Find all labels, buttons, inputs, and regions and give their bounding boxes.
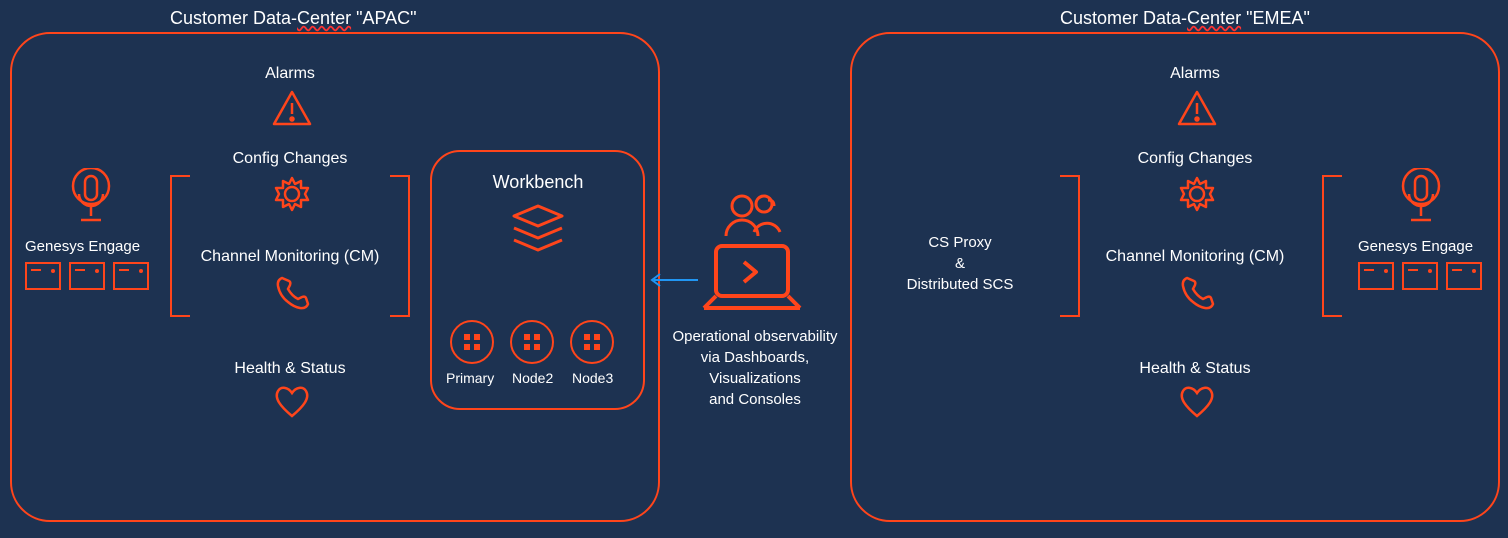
bracket-line [1060,315,1080,317]
node-label-primary: Primary [446,370,494,386]
bracket-line [1322,175,1324,315]
apac-title: Customer Data-Center "APAC" [170,8,417,29]
bracket-line [390,175,410,177]
microphone-icon [1400,168,1442,228]
bracket-line [1322,315,1342,317]
node-2 [510,320,554,364]
server-icon [25,262,61,290]
alarms-label: Alarms [190,65,390,83]
bracket-line [408,175,410,315]
node-primary [450,320,494,364]
bracket-line [170,315,190,317]
stack-icon [508,200,568,260]
gear-icon [1177,174,1217,214]
heart-icon [1177,384,1217,420]
server-icons-emea [1358,262,1482,290]
arrow-icon [648,272,700,288]
heart-icon [272,384,312,420]
laptop-icon [700,240,804,316]
genesys-engage-label-emea: Genesys Engage [1358,238,1473,255]
bracket-line [1322,175,1342,177]
bracket-line [390,315,410,317]
server-icon [69,262,105,290]
genesys-engage-label-apac: Genesys Engage [25,238,140,255]
server-icon [113,262,149,290]
bracket-line [170,175,172,315]
workbench-title: Workbench [438,172,638,193]
cm-label-emea: Channel Monitoring (CM) [1095,248,1295,266]
health-label-emea: Health & Status [1095,360,1295,378]
bracket-line [1060,175,1080,177]
alarms-label-emea: Alarms [1095,65,1295,83]
emea-title: Customer Data-Center "EMEA" [1060,8,1310,29]
bracket-line [1078,175,1080,315]
gear-icon [272,174,312,214]
server-icon [1358,262,1394,290]
node-3 [570,320,614,364]
observability-text: Operational observability via Dashboards… [660,326,850,410]
node-label-3: Node3 [572,370,613,386]
node-label-2: Node2 [512,370,553,386]
config-label-emea: Config Changes [1095,150,1295,168]
microphone-icon [70,168,112,228]
users-icon [720,192,784,238]
server-icon [1446,262,1482,290]
health-label: Health & Status [190,360,390,378]
cs-proxy-text: CS Proxy & Distributed SCS [880,232,1040,295]
config-label: Config Changes [190,150,390,168]
bracket-line [170,175,190,177]
warning-icon [1175,88,1219,128]
cm-label: Channel Monitoring (CM) [190,248,390,266]
server-icons-apac [25,262,149,290]
server-icon [1402,262,1438,290]
phone-icon [1177,272,1217,312]
phone-icon [272,272,312,312]
warning-icon [270,88,314,128]
